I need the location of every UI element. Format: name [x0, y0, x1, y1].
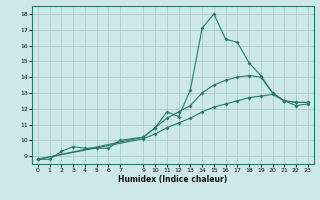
X-axis label: Humidex (Indice chaleur): Humidex (Indice chaleur): [118, 175, 228, 184]
